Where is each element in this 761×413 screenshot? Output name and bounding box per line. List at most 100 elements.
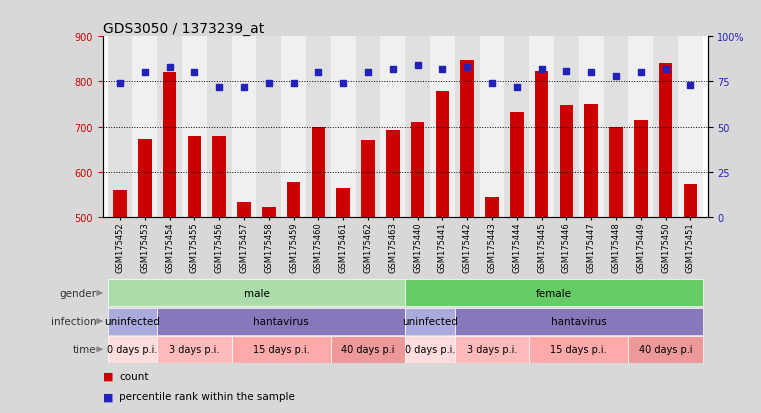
Bar bbox=[505, 37, 529, 217]
Point bbox=[263, 81, 275, 87]
Point bbox=[288, 81, 300, 87]
Text: 0 days p.i.: 0 days p.i. bbox=[405, 344, 455, 354]
Bar bbox=[479, 37, 505, 217]
Point bbox=[337, 81, 349, 87]
Point bbox=[511, 84, 523, 91]
Bar bbox=[430, 37, 455, 217]
Point bbox=[461, 64, 473, 71]
Text: 40 days p.i: 40 days p.i bbox=[341, 344, 395, 354]
Point bbox=[635, 70, 647, 76]
Bar bbox=[455, 308, 702, 335]
Point bbox=[139, 70, 151, 76]
Text: percentile rank within the sample: percentile rank within the sample bbox=[119, 392, 295, 401]
Bar bbox=[231, 336, 331, 363]
Bar bbox=[287, 183, 301, 217]
Bar bbox=[529, 37, 554, 217]
Point bbox=[114, 81, 126, 87]
Point bbox=[560, 68, 572, 75]
Bar bbox=[237, 202, 251, 217]
Bar bbox=[629, 336, 702, 363]
Bar bbox=[584, 105, 598, 217]
Bar bbox=[435, 92, 449, 217]
Bar bbox=[212, 136, 226, 217]
Bar bbox=[188, 137, 202, 217]
Text: 3 days p.i.: 3 days p.i. bbox=[169, 344, 220, 354]
Point bbox=[684, 83, 696, 89]
Bar bbox=[113, 190, 127, 217]
Point bbox=[238, 84, 250, 91]
Text: 15 days p.i.: 15 days p.i. bbox=[253, 344, 310, 354]
Bar bbox=[158, 308, 405, 335]
Text: GDS3050 / 1373239_at: GDS3050 / 1373239_at bbox=[103, 22, 264, 36]
Bar bbox=[554, 37, 579, 217]
Text: 40 days p.i: 40 days p.i bbox=[638, 344, 693, 354]
Bar bbox=[653, 37, 678, 217]
Bar bbox=[634, 121, 648, 217]
Bar bbox=[132, 37, 158, 217]
Bar bbox=[312, 128, 325, 217]
Bar bbox=[411, 123, 425, 217]
Text: male: male bbox=[244, 288, 269, 298]
Bar bbox=[386, 131, 400, 217]
Bar bbox=[361, 141, 375, 217]
Bar bbox=[331, 37, 355, 217]
Bar bbox=[355, 37, 380, 217]
Text: hantavirus: hantavirus bbox=[253, 316, 309, 326]
Point bbox=[362, 70, 374, 76]
Point bbox=[436, 66, 448, 73]
Bar bbox=[683, 185, 697, 217]
Bar bbox=[138, 139, 151, 217]
Text: gender: gender bbox=[59, 288, 97, 298]
Bar bbox=[510, 113, 524, 217]
Bar bbox=[158, 37, 182, 217]
Text: ■: ■ bbox=[103, 392, 113, 401]
Text: infection: infection bbox=[51, 316, 97, 326]
Point bbox=[610, 74, 622, 80]
Bar bbox=[163, 73, 177, 217]
Bar bbox=[380, 37, 406, 217]
Bar bbox=[559, 106, 573, 217]
Text: hantavirus: hantavirus bbox=[551, 316, 607, 326]
Bar bbox=[262, 207, 275, 217]
Bar bbox=[108, 280, 405, 307]
Bar bbox=[455, 336, 529, 363]
Text: 15 days p.i.: 15 days p.i. bbox=[550, 344, 607, 354]
Text: uninfected: uninfected bbox=[104, 316, 161, 326]
Bar bbox=[629, 37, 653, 217]
Bar bbox=[678, 37, 702, 217]
Bar bbox=[579, 37, 603, 217]
Bar bbox=[207, 37, 231, 217]
Point bbox=[312, 70, 324, 76]
Bar bbox=[231, 37, 256, 217]
Text: ■: ■ bbox=[103, 371, 113, 381]
Text: 3 days p.i.: 3 days p.i. bbox=[466, 344, 517, 354]
Bar bbox=[306, 37, 331, 217]
Point bbox=[164, 64, 176, 71]
Point bbox=[213, 84, 225, 91]
Bar bbox=[108, 308, 158, 335]
Bar bbox=[486, 198, 498, 217]
Bar bbox=[603, 37, 629, 217]
Bar bbox=[405, 37, 430, 217]
Bar bbox=[405, 280, 702, 307]
Bar bbox=[535, 72, 549, 217]
Bar bbox=[529, 336, 629, 363]
Bar bbox=[331, 336, 405, 363]
Text: uninfected: uninfected bbox=[402, 316, 458, 326]
Text: count: count bbox=[119, 371, 149, 381]
Point bbox=[412, 63, 424, 69]
Text: time: time bbox=[73, 344, 97, 354]
Bar bbox=[405, 336, 455, 363]
Point bbox=[387, 66, 399, 73]
Bar bbox=[405, 308, 455, 335]
Bar bbox=[182, 37, 207, 217]
Point bbox=[660, 66, 672, 73]
Bar bbox=[108, 336, 158, 363]
Text: 0 days p.i.: 0 days p.i. bbox=[107, 344, 158, 354]
Point bbox=[536, 66, 548, 73]
Bar bbox=[455, 37, 479, 217]
Bar bbox=[158, 336, 231, 363]
Bar bbox=[108, 37, 132, 217]
Bar bbox=[659, 64, 673, 217]
Bar bbox=[609, 127, 622, 217]
